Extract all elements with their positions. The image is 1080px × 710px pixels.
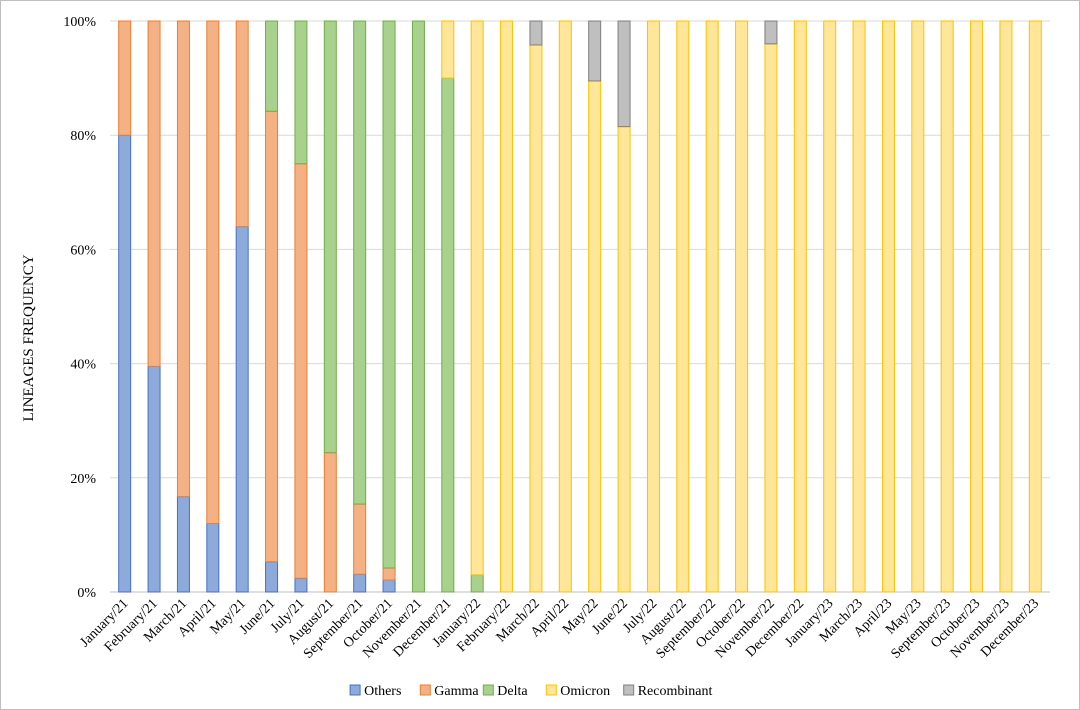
bar-segment-others bbox=[206, 522, 220, 593]
bar-segment-omicron bbox=[881, 20, 895, 593]
legend-label-recombinant: Recombinant bbox=[638, 684, 713, 699]
bar-segment-omicron bbox=[558, 20, 572, 593]
bar-segment-omicron bbox=[735, 20, 749, 593]
legend-swatch-others bbox=[349, 684, 361, 696]
y-axis-ticks: 0% 20% 40% 60% 80% 100% bbox=[63, 15, 96, 601]
bar-segment-omicron bbox=[500, 20, 514, 593]
bar-segment-gamma bbox=[265, 110, 279, 563]
bar-segment-gamma bbox=[353, 503, 367, 575]
bar-segment-omicron bbox=[705, 20, 719, 593]
legend-swatch-recombinant bbox=[623, 684, 635, 696]
bar-segment-gamma bbox=[206, 20, 220, 524]
bar-segment-others bbox=[176, 496, 190, 593]
bar-segment-delta bbox=[294, 20, 308, 165]
bar-segment-others bbox=[118, 134, 132, 593]
bar-segment-omicron bbox=[793, 20, 807, 593]
bar-segment-omicron bbox=[470, 20, 484, 576]
y-tick-label: 0% bbox=[77, 586, 96, 601]
bar-segment-delta bbox=[441, 77, 455, 593]
bar-segment-omicron bbox=[999, 20, 1013, 593]
x-axis-ticks: January/21February/21March/21April/21May… bbox=[77, 596, 1042, 662]
bar-segment-omicron bbox=[441, 20, 455, 79]
bar-segment-gamma bbox=[176, 20, 190, 498]
bar-segment-recombinant bbox=[529, 20, 543, 46]
bars bbox=[118, 20, 1042, 593]
bar-segment-gamma bbox=[235, 20, 249, 228]
bar-segment-omicron bbox=[588, 80, 602, 593]
legend-swatch-omicron bbox=[545, 684, 557, 696]
bar-segment-omicron bbox=[852, 20, 866, 593]
y-tick-label: 100% bbox=[63, 15, 96, 30]
bar-segment-omicron bbox=[676, 20, 690, 593]
y-tick-label: 80% bbox=[70, 129, 96, 144]
bar-segment-omicron bbox=[970, 20, 984, 593]
bar-segment-recombinant bbox=[764, 20, 778, 45]
bar-segment-omicron bbox=[911, 20, 925, 593]
legend-swatch-delta bbox=[482, 684, 494, 696]
bar-segment-omicron bbox=[823, 20, 837, 593]
legend-swatch-gamma bbox=[419, 684, 431, 696]
bar-segment-omicron bbox=[646, 20, 660, 593]
bar-segment-delta bbox=[382, 20, 396, 569]
bar-segment-others bbox=[235, 226, 249, 593]
bar-segment-others bbox=[294, 577, 308, 593]
bar-segment-recombinant bbox=[588, 20, 602, 82]
bar-segment-others bbox=[265, 561, 279, 593]
bar-segment-omicron bbox=[764, 43, 778, 593]
legend-label-others: Others bbox=[364, 684, 401, 699]
bar-segment-gamma bbox=[147, 20, 161, 367]
bar-segment-others bbox=[353, 573, 367, 593]
legend-label-delta: Delta bbox=[497, 684, 528, 699]
legend: Others Gamma Delta Omicron Recombinant bbox=[349, 684, 713, 699]
legend-label-gamma: Gamma bbox=[434, 684, 479, 699]
legend-label-omicron: Omicron bbox=[560, 684, 610, 699]
bar-segment-omicron bbox=[940, 20, 954, 593]
bar-segment-others bbox=[382, 579, 396, 593]
bar-segment-gamma bbox=[118, 20, 132, 136]
bar-segment-gamma bbox=[323, 452, 337, 593]
bar-segment-omicron bbox=[617, 126, 631, 593]
y-axis-label: LINEAGES FREQUENCY bbox=[21, 254, 37, 421]
bar-segment-gamma bbox=[382, 567, 396, 581]
bar-segment-delta bbox=[411, 20, 425, 593]
bar-segment-recombinant bbox=[617, 20, 631, 128]
bar-segment-delta bbox=[353, 20, 367, 505]
gridlines bbox=[110, 20, 1050, 593]
y-tick-label: 40% bbox=[70, 358, 96, 373]
bar-segment-delta bbox=[323, 20, 337, 454]
bar-segment-delta bbox=[470, 574, 484, 593]
bar-segment-delta bbox=[265, 20, 279, 112]
bar-segment-omicron bbox=[529, 44, 543, 593]
bar-segment-gamma bbox=[294, 163, 308, 579]
y-tick-label: 20% bbox=[70, 472, 96, 487]
bar-segment-others bbox=[147, 365, 161, 593]
bar-segment-omicron bbox=[1028, 20, 1042, 593]
y-tick-label: 60% bbox=[70, 243, 96, 258]
